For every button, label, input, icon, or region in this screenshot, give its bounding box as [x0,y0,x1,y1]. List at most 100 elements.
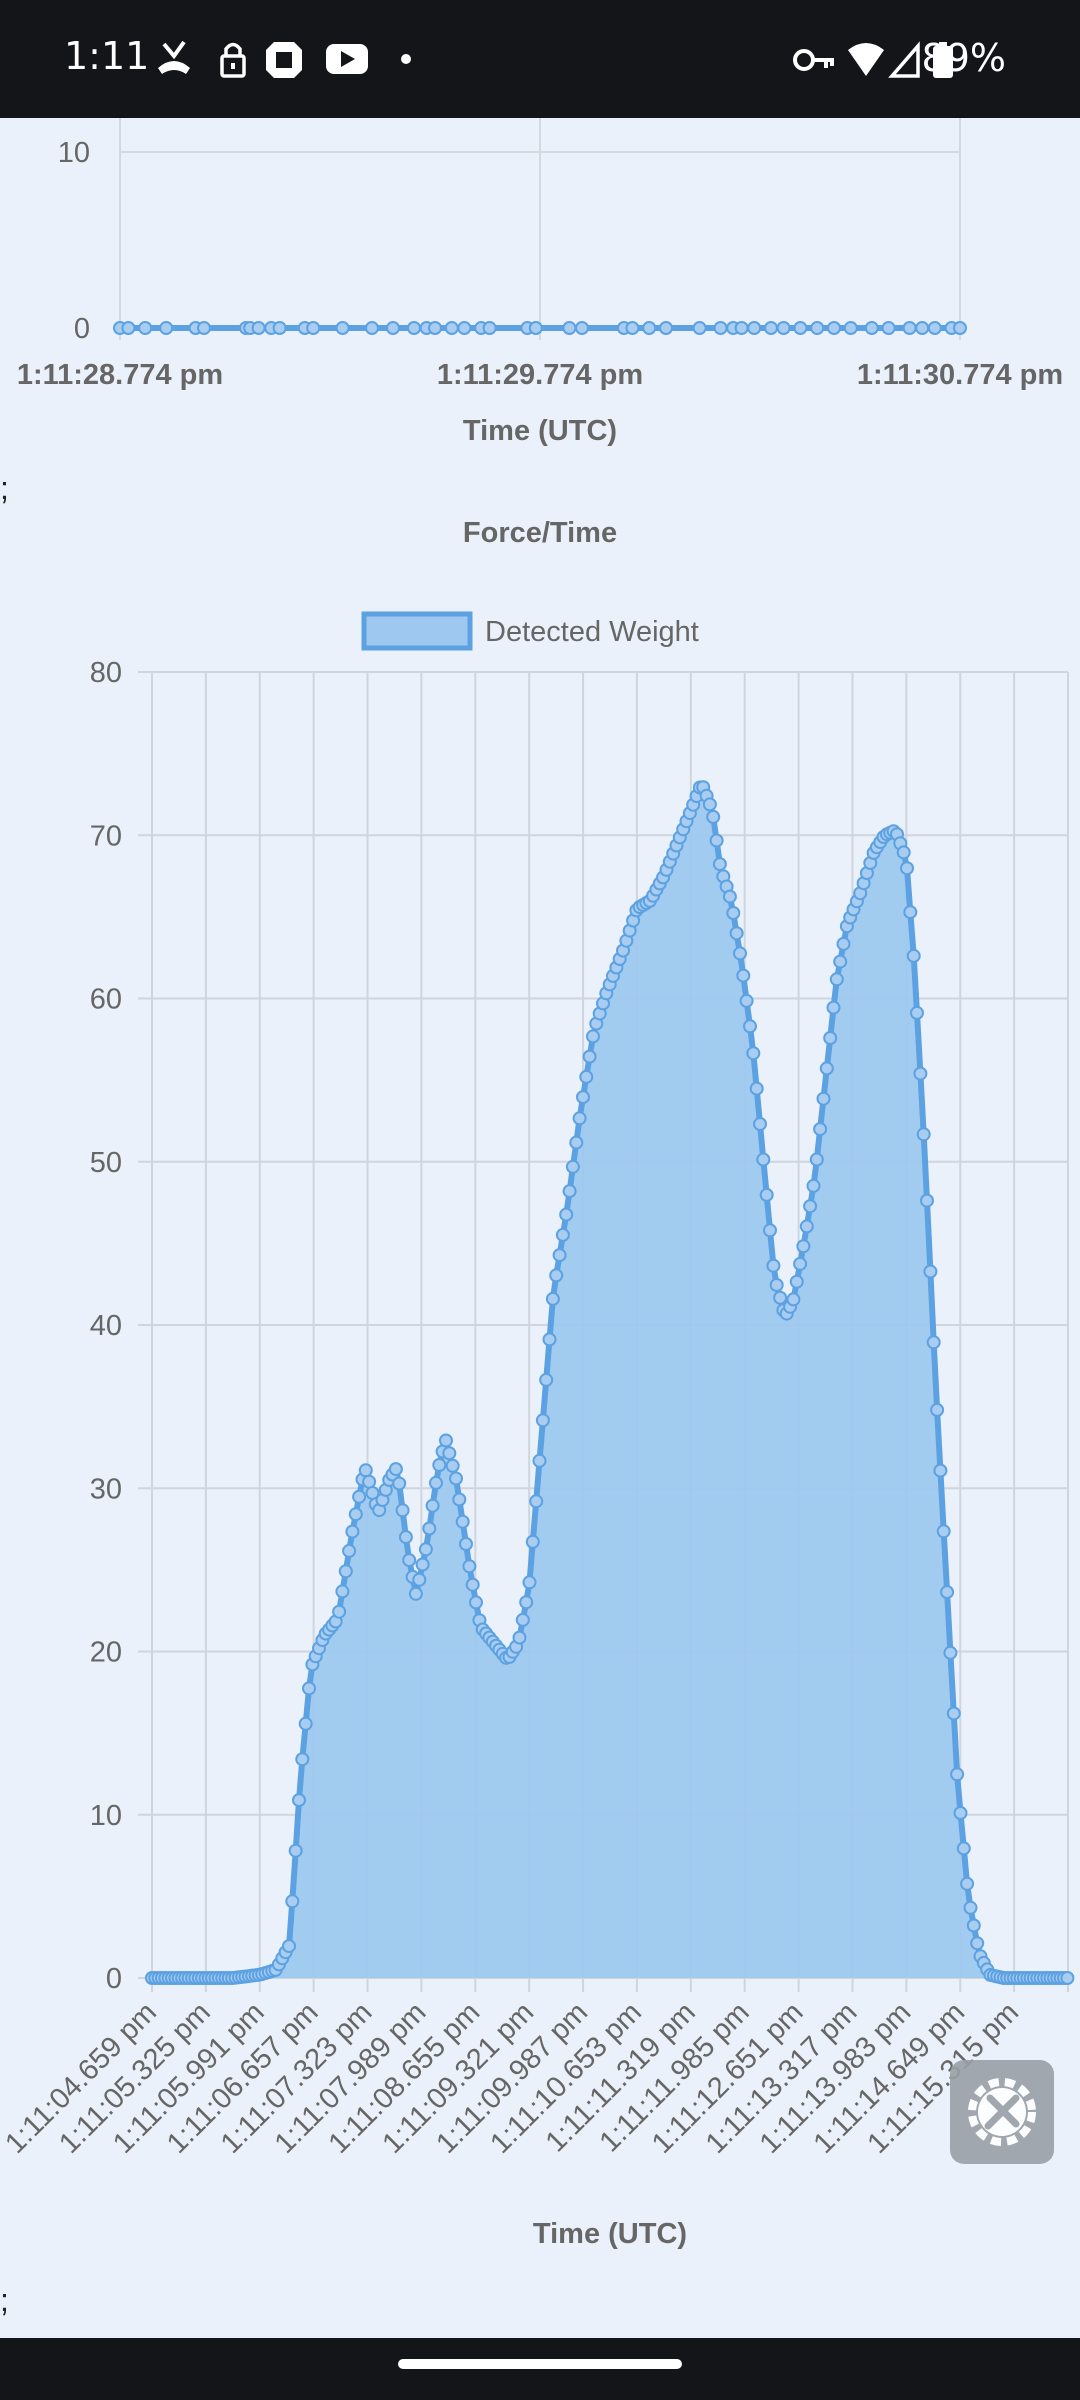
data-point [348,1507,363,1522]
data-point [819,1061,834,1076]
settings-button[interactable] [950,2060,1054,2164]
home-gesture-handle[interactable] [398,2359,682,2369]
data-point [809,1152,824,1167]
data-point [442,1446,457,1461]
data-point [806,1178,821,1193]
data-point [392,1476,407,1491]
data-point [365,321,379,335]
data-point [702,797,717,812]
data-point [943,1645,958,1660]
data-point [449,1471,463,1486]
legend-swatch [361,611,473,651]
data-point [896,845,911,860]
x-tick-label: 1:11:30.774 pm [857,359,1063,391]
data-point [138,321,153,335]
data-point [900,861,914,876]
data-point [749,1081,764,1096]
data-point [692,321,707,335]
data-point [776,321,791,335]
data-point [906,948,921,963]
data-point [963,1900,978,1915]
data-point [529,1494,544,1509]
data-point [298,1716,313,1731]
data-point [933,1463,948,1478]
status-icons-left [158,40,411,78]
data-point [285,1894,300,1909]
data-point [810,321,825,335]
y-tick-label: 30 [90,1473,122,1505]
data-point [903,905,918,920]
data-point [342,1543,357,1558]
data-point [953,1806,968,1820]
chase-icon [266,42,302,78]
data-point [747,321,762,335]
lock-icon [220,42,246,78]
data-point [482,321,497,335]
data-point [432,1458,447,1472]
data-point [786,1292,801,1307]
data-point [469,1595,483,1610]
data-point [462,1559,477,1574]
status-icons-right [793,41,953,78]
data-point [539,1372,554,1387]
data-point [799,1219,814,1234]
data-point [813,1122,828,1137]
data-point [736,968,751,983]
x-tick-label: 1:11:29.774 pm [437,359,643,391]
legend-label: Detected Weight [485,616,699,648]
data-point [916,1127,931,1142]
battery-percent: 89% [921,36,1006,80]
data-point [833,954,848,969]
data-point [789,1274,804,1289]
data-point [515,1612,530,1627]
data-point [345,1524,360,1539]
data-point [552,1248,567,1263]
data-point [823,1031,838,1045]
y-tick-label: 10 [58,137,90,169]
data-point [522,1575,537,1590]
data-point [940,1585,955,1600]
data-point [542,1332,557,1347]
data-point [746,1046,761,1061]
data-point [302,1681,316,1696]
data-point [295,1752,310,1767]
data-point [562,1184,577,1199]
data-point [756,1152,771,1167]
data-point [335,321,350,335]
data-point [763,1223,777,1238]
data-point [398,1530,413,1545]
data-point [428,321,442,335]
y-tick-label: 50 [90,1147,122,1179]
legend[interactable]: Detected Weight [361,611,699,651]
x-tick-label: 1:11:28.774 pm [17,359,223,391]
data-point [864,321,879,335]
data-point [412,1572,427,1587]
y-tick-label: 10 [90,1800,122,1832]
y-tick-label: 0 [74,313,90,345]
data-point [709,833,724,848]
data-point [734,321,749,335]
dot-icon [401,54,411,64]
data-point [706,809,721,824]
data-point [457,321,472,335]
data-point [422,1521,437,1536]
data-point [452,1492,467,1507]
data-point [843,321,858,335]
data-point [953,321,967,335]
data-point [444,321,459,335]
data-point [358,1463,373,1478]
data-point [352,1489,367,1504]
navigation-bar [0,2338,1080,2400]
data-point [386,321,400,335]
x-axis-title: Time (UTC) [533,2218,687,2250]
data-point [915,321,930,335]
data-point [306,321,321,335]
timeline-chart-top: 0 10 1:11:28.774 pm 1:11:29.774 pm 1:11:30.… [17,118,1063,447]
data-point [946,1706,961,1721]
data-point [796,1239,811,1254]
status-time: 1:11 [64,34,150,78]
y-tick-label: 20 [90,1637,122,1669]
battery-icon [933,42,953,78]
data-point [733,946,747,961]
data-point [555,1227,570,1242]
